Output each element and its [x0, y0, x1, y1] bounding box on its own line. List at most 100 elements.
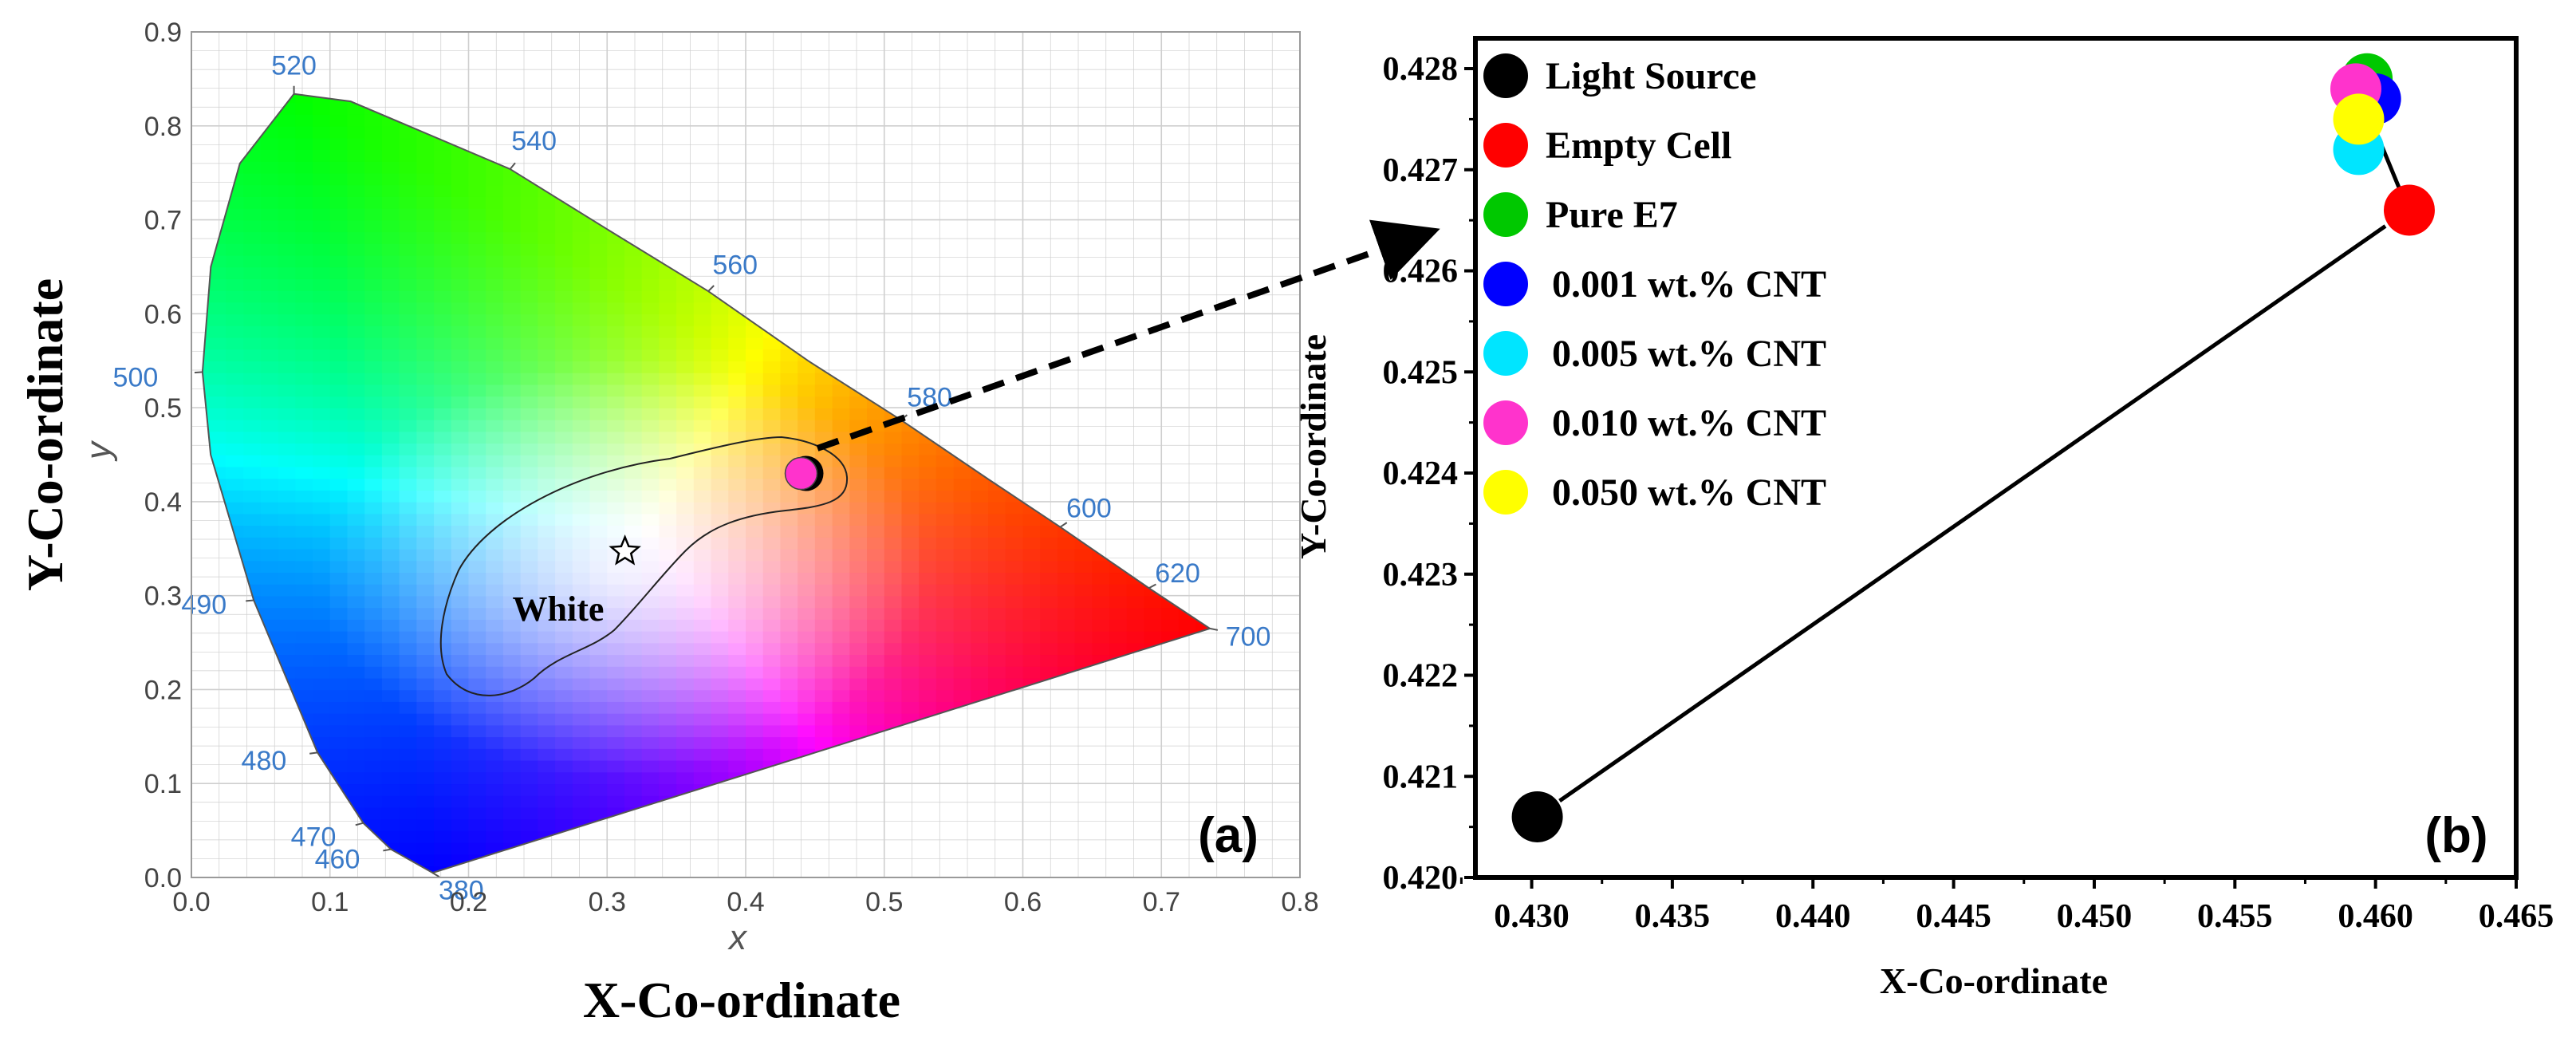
- measurement-region-contour: [439, 436, 849, 696]
- cie-inner-x-label: x: [727, 918, 748, 957]
- zoom-y-tick-labels: 0.420 0.421 0.422 0.423 0.424 0.425 0.426 0.427…: [1383, 51, 1459, 897]
- zoom-x-tick-label: 0.430: [1494, 898, 1570, 935]
- cie-y-tick-label: 0.3: [144, 582, 182, 612]
- cie-y-tick-label: 0.6: [144, 299, 182, 329]
- zoom-y-tick-label: 0.428: [1383, 51, 1459, 88]
- zoom-x-tick-label: 0.435: [1635, 898, 1711, 935]
- legend-marker: [1483, 331, 1528, 376]
- zoom-x-axis-label: X-Co-ordinate: [1880, 960, 2108, 1001]
- spectral-locus-outline: [201, 93, 1212, 874]
- panel-a-cie-diagram: 380460470480490500520540560580600620700 …: [17, 18, 1319, 1028]
- wavelength-tick: [509, 162, 516, 170]
- wavelength-tick: [355, 822, 364, 826]
- cie-plot-frame: [191, 31, 1301, 878]
- wavelength-label-620: 620: [1155, 558, 1200, 589]
- legend-marker: [1483, 192, 1528, 237]
- zoom-y-tick-label: 0.427: [1383, 152, 1459, 189]
- wavelength-tick: [1148, 583, 1156, 590]
- zoom-x-tick-label: 0.445: [1916, 898, 1991, 935]
- zoom-ticks: [1459, 67, 2518, 889]
- panel-a-label: (a): [1198, 808, 1258, 863]
- zoom-plot-frame: [1473, 36, 2519, 880]
- cie-x-tick-label: 0.4: [727, 887, 764, 917]
- cie-y-tick-labels: 0.0 0.1 0.2 0.3 0.4 0.5 0.6 0.7 0.8 0.9: [144, 18, 182, 893]
- zoom-x-tick-label: 0.465: [2479, 898, 2554, 935]
- panel-b-label: (b): [2424, 808, 2487, 863]
- cie-y-tick-label: 0.8: [144, 112, 182, 142]
- cie-y-tick-label: 0.0: [144, 863, 182, 893]
- cie-gamut-fill: [202, 93, 1211, 873]
- cie-x-tick-label: 0.6: [1004, 887, 1042, 917]
- wavelength-label-520: 520: [271, 51, 317, 81]
- zoom-y-tick-label: 0.420: [1383, 860, 1459, 897]
- zoom-y-tick-label: 0.424: [1383, 455, 1459, 492]
- cie-y-tick-label: 0.1: [144, 769, 182, 799]
- legend-label: Empty Cell: [1546, 124, 1731, 167]
- cie-y-tick-label: 0.5: [144, 393, 182, 424]
- cie-x-tick-label: 0.1: [311, 887, 349, 917]
- white-point-star-icon: [609, 534, 641, 566]
- wavelength-tick: [707, 285, 715, 292]
- wavelength-tick: [309, 751, 318, 755]
- light-source-to-empty-cell-line: [1558, 224, 2387, 803]
- cie-point-measured: [784, 456, 818, 491]
- wavelength-label-470: 470: [291, 822, 337, 852]
- cie-y-tick-label: 0.2: [144, 675, 182, 705]
- legend-label: 0.050 wt.% CNT: [1552, 471, 1826, 514]
- cie-outer-y-label: Y-Co-ordinate: [17, 278, 73, 591]
- wavelength-label-500: 500: [113, 362, 159, 392]
- legend-label: Pure E7: [1546, 194, 1678, 236]
- wavelength-tick: [431, 872, 440, 878]
- zoom-x-tick-label: 0.440: [1775, 898, 1851, 935]
- zoom-x-tick-label: 0.450: [2057, 898, 2133, 935]
- legend-label: Light Source: [1546, 55, 1756, 97]
- wavelength-label-560: 560: [712, 250, 758, 280]
- wavelength-label-700: 700: [1226, 621, 1271, 652]
- wavelength-label-540: 540: [511, 126, 557, 156]
- legend-marker: [1483, 400, 1528, 445]
- wavelength-label-600: 600: [1066, 494, 1112, 524]
- zoom-y-tick-label: 0.426: [1383, 254, 1459, 290]
- zoom-y-tick-label: 0.421: [1383, 759, 1459, 795]
- legend-marker: [1483, 123, 1528, 168]
- cie-x-tick-label: 0.3: [589, 887, 626, 917]
- zoom-point-0-050-wt-cnt: [2333, 93, 2385, 145]
- wavelength-label-380: 380: [439, 876, 484, 906]
- cie-x-tick-label: 0.2: [450, 887, 487, 917]
- wavelength-tick: [1209, 627, 1219, 631]
- cie-inner-y-label: y: [79, 440, 118, 462]
- zoom-data-points: [1511, 53, 2435, 842]
- zoom-legend: Light Source Empty Cell Pure E7 0.001 wt.% …: [1483, 53, 1826, 515]
- wavelength-label-490: 490: [181, 590, 226, 620]
- wavelength-ticks: [194, 85, 1219, 878]
- cie-y-tick-label: 0.4: [144, 487, 182, 518]
- wavelength-tick: [383, 848, 392, 852]
- wavelength-label-480: 480: [242, 746, 287, 776]
- wavelength-tick: [1059, 522, 1068, 528]
- cie-x-tick-labels: 0.0 0.1 0.2 0.3 0.4 0.5 0.6 0.7 0.8: [172, 887, 1318, 917]
- zoom-x-tick-labels: 0.430 0.435 0.440 0.445 0.450 0.455 0.460 0.465: [1494, 898, 2554, 935]
- cie-y-tick-label: 0.7: [144, 206, 182, 236]
- cie-x-tick-label: 0.5: [865, 887, 903, 917]
- legend-label: 0.005 wt.% CNT: [1552, 333, 1826, 375]
- zoom-y-tick-label: 0.422: [1383, 658, 1459, 695]
- white-label: White: [513, 590, 605, 629]
- cie-y-tick-label: 0.9: [144, 18, 182, 48]
- legend-label: 0.001 wt.% CNT: [1552, 263, 1826, 306]
- panel-b-zoom-plot: 0.430 0.435 0.440 0.445 0.450 0.455 0.460 0.465…: [1293, 36, 2554, 1001]
- cie-outer-x-label: X-Co-ordinate: [583, 972, 900, 1028]
- zoom-point-light-source: [1511, 791, 1563, 842]
- legend-label: 0.010 wt.% CNT: [1552, 402, 1826, 444]
- legend-marker: [1483, 262, 1528, 306]
- legend-marker: [1483, 470, 1528, 515]
- zoom-y-axis-label: Y-Co-ordinate: [1293, 334, 1333, 559]
- zoom-y-tick-label: 0.423: [1383, 557, 1459, 593]
- zoom-point-empty-cell: [2383, 184, 2435, 236]
- cie-x-tick-label: 0.0: [172, 887, 210, 917]
- legend-marker: [1483, 53, 1528, 98]
- wavelength-label-460: 460: [315, 845, 360, 875]
- zoom-y-tick-label: 0.425: [1383, 354, 1459, 391]
- zoom-x-tick-label: 0.460: [2338, 898, 2413, 935]
